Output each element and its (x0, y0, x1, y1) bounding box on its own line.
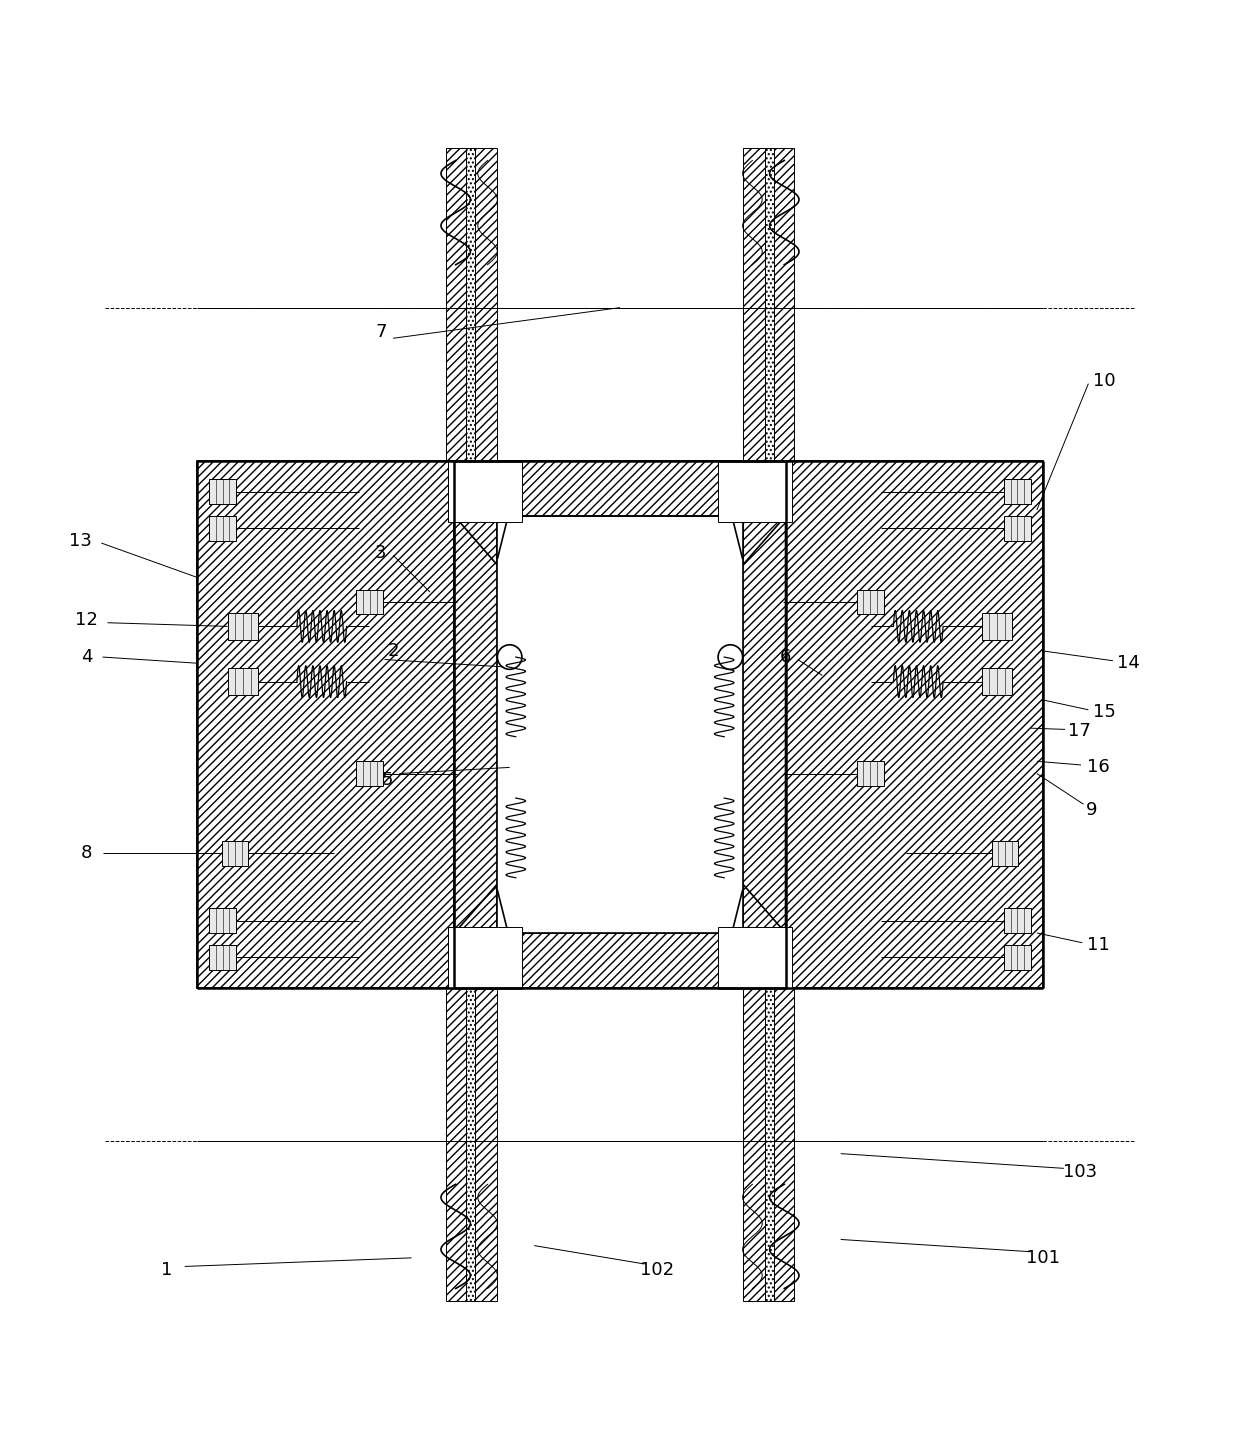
Text: 14: 14 (1117, 653, 1141, 672)
Bar (210, 516, 237, 540)
Bar (718, 927, 791, 988)
Bar (356, 761, 383, 785)
Text: 16: 16 (1086, 758, 1110, 777)
Bar (992, 840, 1018, 865)
Bar (982, 613, 1012, 640)
Text: 5: 5 (381, 771, 393, 788)
Text: 6: 6 (780, 648, 791, 667)
Text: 11: 11 (1086, 936, 1110, 955)
Bar (497, 516, 743, 933)
Text: 9: 9 (1086, 801, 1097, 819)
Text: 15: 15 (1092, 703, 1116, 722)
Bar (455, 933, 785, 988)
Bar (455, 516, 497, 933)
Text: 102: 102 (640, 1261, 673, 1279)
Bar (743, 516, 785, 933)
Bar (475, 148, 497, 1301)
Bar (982, 668, 1012, 696)
Bar (222, 840, 248, 865)
Bar (1003, 516, 1030, 540)
Text: 10: 10 (1092, 372, 1116, 390)
Bar (210, 909, 237, 933)
Bar (465, 148, 475, 1301)
Text: 7: 7 (376, 323, 387, 341)
Bar (449, 461, 522, 522)
Text: 8: 8 (81, 845, 92, 862)
Bar (228, 613, 258, 640)
Text: 17: 17 (1069, 722, 1091, 739)
Bar (455, 461, 785, 516)
Circle shape (718, 645, 743, 669)
Circle shape (497, 645, 522, 669)
Text: 103: 103 (1063, 1164, 1097, 1181)
Text: 3: 3 (376, 543, 387, 562)
Bar (210, 480, 237, 504)
Bar (497, 522, 743, 927)
Bar (765, 148, 775, 1301)
Text: 13: 13 (69, 532, 92, 549)
Polygon shape (743, 516, 785, 933)
Bar (1003, 909, 1030, 933)
Bar (446, 148, 465, 1301)
Bar (718, 461, 791, 522)
Bar (718, 461, 1043, 988)
Text: 2: 2 (387, 642, 399, 659)
Bar (743, 148, 765, 1301)
Polygon shape (455, 516, 497, 933)
Bar (1003, 480, 1030, 504)
Text: 12: 12 (76, 611, 98, 629)
Bar (228, 668, 258, 696)
Text: 4: 4 (81, 648, 93, 667)
Bar (210, 945, 237, 969)
Bar (857, 590, 884, 614)
Text: 101: 101 (1025, 1249, 1060, 1266)
Polygon shape (497, 461, 522, 988)
Text: 1: 1 (161, 1261, 172, 1279)
Bar (1003, 945, 1030, 969)
Bar (857, 761, 884, 785)
Bar (775, 148, 794, 1301)
Bar (197, 461, 522, 988)
Bar (356, 590, 383, 614)
Bar (449, 927, 522, 988)
